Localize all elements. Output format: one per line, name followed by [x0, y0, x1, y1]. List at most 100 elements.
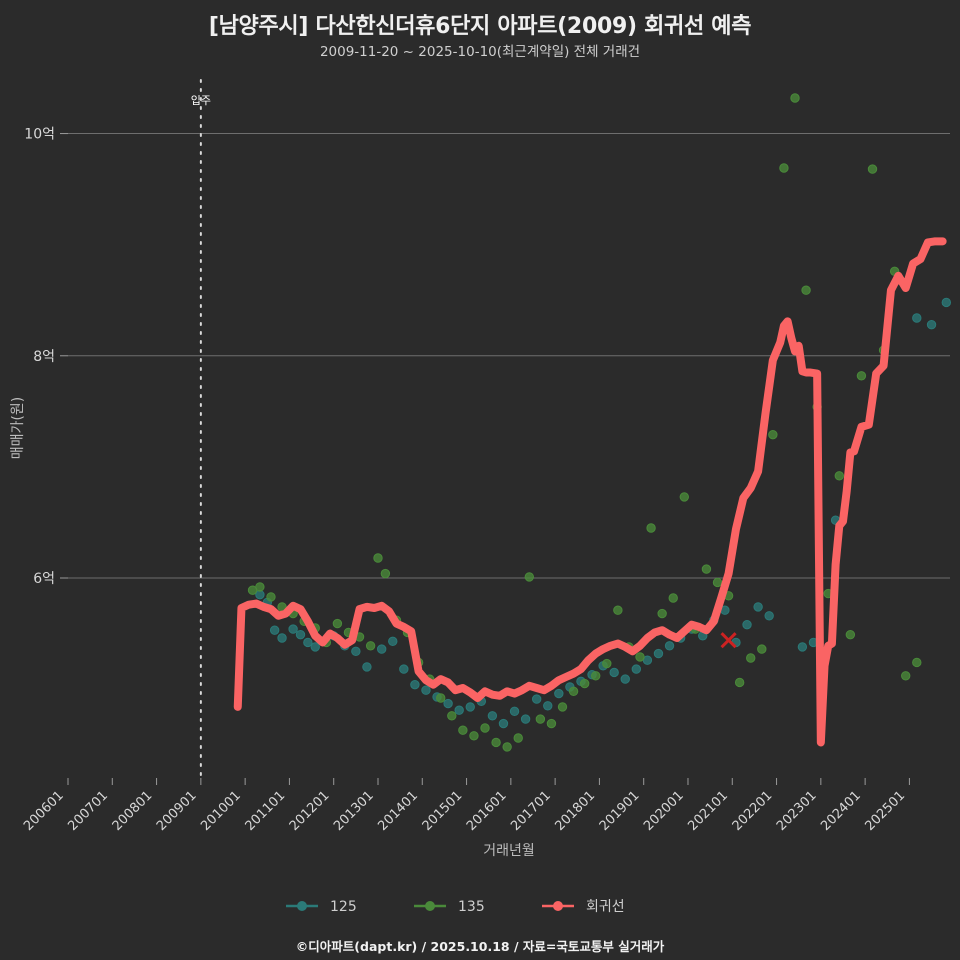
scatter-point	[701, 564, 712, 574]
scatter-point	[421, 685, 431, 695]
scatter-point	[926, 319, 937, 330]
scatter-point	[469, 731, 479, 741]
y-axis-label: 매매가(원)	[10, 397, 26, 459]
x-axis-tick-label: 201101	[243, 788, 289, 834]
x-axis-tick-label: 201601	[464, 788, 510, 834]
scatter-point	[454, 705, 464, 715]
annotation-label: 입주	[191, 94, 211, 107]
scatter-point	[269, 625, 280, 635]
scatter-point	[746, 653, 756, 663]
x-axis-tick-label: 202501	[863, 788, 909, 834]
scatter-point	[579, 678, 590, 689]
x-axis-tick-label: 202301	[774, 788, 820, 834]
scatter-point	[255, 582, 265, 592]
scatter-point	[365, 641, 376, 651]
series-135-points	[247, 93, 922, 752]
scatter-point	[303, 637, 313, 648]
scatter-point	[535, 714, 546, 724]
scatter-point	[568, 686, 579, 697]
scatter-point	[443, 698, 453, 709]
legend-marker-swatch	[425, 901, 435, 911]
x-axis-tick-label: 201801	[553, 788, 599, 834]
x-axis-tick-label: 202201	[730, 788, 776, 834]
scatter-point	[410, 679, 420, 690]
regression-line	[233, 237, 947, 747]
x-axis-tick-label: 200801	[110, 788, 156, 834]
scatter-point	[399, 664, 409, 674]
scatter-point	[310, 642, 320, 652]
scatter-point	[764, 611, 774, 621]
scatter-point	[912, 657, 922, 668]
x-axis-tick-label: 202101	[685, 788, 731, 834]
scatter-point	[288, 624, 298, 634]
scatter-point	[668, 593, 678, 603]
scatter-point	[491, 737, 501, 748]
legend-item-label[interactable]: 125	[330, 899, 357, 915]
scatter-point	[901, 671, 911, 681]
scatter-point	[557, 702, 568, 712]
chart-footer-credit: ©디아파트(dapt.kr) / 2025.10.18 / 자료=국토교통부 실…	[295, 939, 665, 954]
x-axis-ticks-group: 2006012007012008012009012010012011012012…	[21, 778, 910, 834]
scatter-point	[856, 371, 867, 381]
scatter-point	[513, 733, 523, 743]
scatter-point	[742, 619, 752, 630]
y-axis-tick-label: 8억	[33, 349, 55, 365]
scatter-point	[664, 641, 675, 651]
y-axis-ticks-group: 6억 8억 10억	[24, 127, 68, 587]
scatter-point	[480, 723, 490, 733]
scatter-point	[801, 285, 811, 295]
annotations-group: 입주	[191, 79, 211, 779]
scatter-point	[458, 725, 468, 735]
scatter-point	[498, 718, 509, 729]
x-axis-tick-label: 201901	[597, 788, 643, 834]
scatter-point	[447, 711, 457, 721]
scatter-point	[436, 693, 446, 703]
marker-x-icon	[720, 632, 737, 649]
scatter-point	[591, 671, 601, 681]
scatter-point	[465, 702, 475, 712]
scatter-point	[487, 711, 498, 721]
scatter-point	[609, 667, 619, 678]
scatter-point	[502, 742, 512, 752]
special-markers-group	[720, 632, 737, 649]
scatter-point	[602, 658, 612, 669]
scatter-point	[646, 523, 656, 533]
x-axis-tick-label: 201201	[287, 788, 333, 834]
scatter-point	[797, 642, 808, 652]
scatter-point	[332, 618, 343, 629]
legend-item-label[interactable]: 회귀선	[586, 899, 625, 915]
scatter-point	[376, 644, 387, 654]
scatter-point	[834, 471, 844, 481]
x-axis-tick-label: 202401	[818, 788, 864, 834]
x-axis-tick-label: 202001	[641, 788, 687, 834]
scatter-point	[712, 577, 723, 588]
scatter-point	[734, 677, 745, 688]
scatter-point	[757, 644, 767, 654]
x-axis-tick-label: 200901	[154, 788, 200, 834]
legend-item-label[interactable]: 135	[458, 899, 485, 915]
scatter-point	[509, 706, 520, 717]
scatter-point	[753, 602, 763, 612]
scatter-point	[867, 164, 878, 174]
x-axis-tick-label: 201001	[198, 788, 244, 834]
scatter-point	[546, 718, 557, 729]
scatter-point	[531, 694, 542, 704]
scatter-point	[520, 714, 531, 724]
scatter-point	[543, 701, 553, 711]
scatter-point	[657, 608, 667, 619]
x-axis-tick-label: 201301	[331, 788, 377, 834]
scatter-point	[635, 652, 645, 662]
scatter-point	[912, 313, 922, 323]
scatter-point	[554, 688, 564, 699]
legend-marker-swatch	[553, 901, 563, 911]
scatter-point	[653, 648, 664, 659]
scatter-point	[295, 629, 306, 640]
scatter-point	[845, 629, 856, 640]
scatter-point	[266, 592, 276, 602]
scatter-point	[620, 674, 630, 684]
x-axis-tick-label: 201401	[375, 788, 421, 834]
scatter-point	[351, 646, 361, 657]
scatter-point	[373, 553, 383, 563]
